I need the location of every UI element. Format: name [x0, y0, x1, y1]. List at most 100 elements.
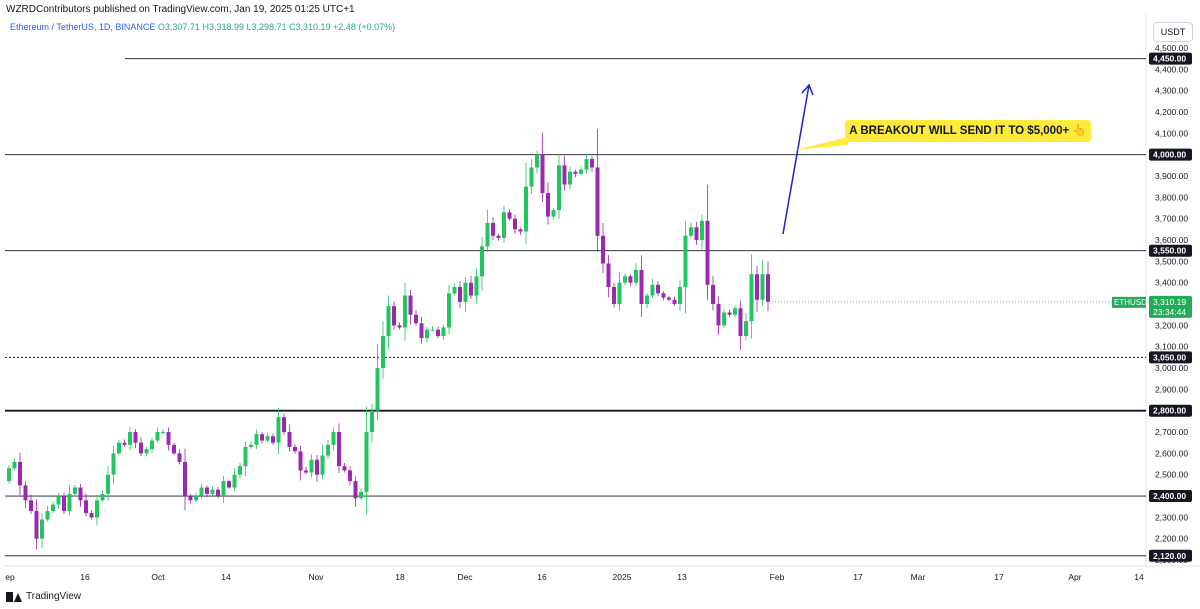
- candle-body: [568, 171, 572, 185]
- candle-body: [425, 329, 429, 339]
- candle-body: [188, 496, 193, 501]
- candle-body: [51, 504, 55, 511]
- candle-body: [606, 263, 611, 287]
- candle-body: [513, 218, 517, 230]
- chart-grid: [5, 14, 1200, 567]
- candle-body: [172, 444, 176, 454]
- candle-body: [634, 269, 638, 283]
- candle-body: [56, 496, 61, 505]
- x-tick-label: Mar: [911, 572, 926, 582]
- currency-button[interactable]: USDT: [1153, 22, 1193, 42]
- candle-body: [524, 186, 528, 232]
- x-tick-label: 18: [395, 572, 405, 582]
- callout-text: A BREAKOUT WILL SEND IT TO $5,000+: [849, 125, 1070, 137]
- y-tick-label: 2,200.00: [1155, 534, 1188, 544]
- level-price-label: 3,050.00: [1153, 352, 1186, 362]
- candle-body: [414, 314, 418, 324]
- candle-body: [232, 474, 237, 488]
- candle-body: [342, 466, 347, 471]
- tradingview-logo-icon: [6, 591, 22, 602]
- candle-body: [34, 510, 39, 539]
- level-price-label: 4,450.00: [1153, 54, 1186, 64]
- y-tick-label: 4,500.00: [1155, 43, 1188, 53]
- candle-body: [535, 154, 539, 168]
- candle-body: [359, 491, 363, 499]
- candle-body: [694, 227, 699, 241]
- candle-body: [111, 453, 116, 475]
- candle-body: [337, 432, 341, 467]
- price-axis[interactable]: 4,500.00 4,400.00 4,300.00 4,200.00 4,100.00…: [1112, 43, 1192, 565]
- y-tick-label: 4,200.00: [1155, 107, 1188, 117]
- candle-body: [700, 220, 704, 241]
- candle-body: [271, 436, 275, 443]
- candle-body: [749, 274, 754, 322]
- x-tick-label: ep: [5, 572, 15, 582]
- candle-body: [436, 329, 440, 337]
- candle-body: [595, 167, 600, 236]
- candle-body: [463, 282, 468, 302]
- x-tick-label: Dec: [457, 572, 473, 582]
- candle-body: [139, 442, 143, 454]
- arrow-shaft: [782, 84, 810, 235]
- y-tick-label: 2,500.00: [1155, 470, 1188, 480]
- candle-body: [260, 434, 264, 441]
- symbol-name: Ethereum / TetherUS, 1D, BINANCE: [10, 22, 156, 32]
- candle-body: [766, 274, 770, 302]
- level-price-tag: [1149, 490, 1192, 503]
- candle-body: [733, 308, 737, 315]
- candle-body: [518, 229, 523, 232]
- candle-body: [381, 336, 385, 369]
- candle-body: [590, 158, 594, 168]
- candle-body: [480, 246, 484, 277]
- candle-body: [293, 446, 297, 452]
- candle-body: [254, 434, 259, 445]
- candle-body: [419, 323, 424, 339]
- candle-body: [205, 487, 209, 494]
- candle-body: [216, 489, 220, 497]
- time-axis[interactable]: ep 16 Oct 14 Nov 18 Dec 16 2025 13 Feb 17 Mar 17 Apr 14: [5, 572, 1144, 582]
- candle-body: [551, 210, 556, 217]
- y-tick-label: 3,400.00: [1155, 278, 1188, 288]
- candle-body: [584, 158, 589, 170]
- x-tick-label: Feb: [770, 572, 785, 582]
- candle-body: [227, 481, 231, 488]
- candle-body: [573, 171, 578, 174]
- candle-body: [150, 440, 154, 450]
- candle-body: [194, 496, 198, 501]
- candle-body: [397, 325, 402, 328]
- last-price-tag: [1149, 295, 1192, 318]
- candle-body: [485, 222, 490, 247]
- candle-body: [716, 304, 721, 326]
- x-tick-label: 2025: [613, 572, 632, 582]
- candle-body: [738, 308, 743, 337]
- candle-body: [458, 286, 462, 302]
- candle-body: [40, 519, 44, 539]
- candle-body: [403, 295, 407, 328]
- level-price-tag: [1149, 52, 1192, 65]
- candle-body: [326, 444, 330, 456]
- candle-body: [639, 269, 644, 305]
- candle-body: [304, 470, 308, 473]
- candle-body: [73, 487, 77, 494]
- candle-body: [502, 212, 506, 238]
- candle-body: [661, 293, 666, 298]
- x-tick-label: 16: [537, 572, 547, 582]
- tradingview-logo: TradingView: [6, 591, 81, 602]
- x-tick-label: 14: [1134, 572, 1144, 582]
- y-tick-label: 3,700.00: [1155, 214, 1188, 224]
- x-tick-label: Oct: [151, 572, 165, 582]
- candle-body: [392, 306, 396, 326]
- candle-body: [210, 489, 215, 494]
- symbol-tag-label: ETHUSDT: [1114, 298, 1152, 307]
- candle-body: [331, 432, 336, 445]
- candle-body: [744, 321, 748, 337]
- candle-body: [474, 276, 479, 296]
- candle-body: [199, 487, 204, 497]
- candle-body: [683, 235, 688, 287]
- y-tick-label: 3,100.00: [1155, 342, 1188, 352]
- pointing-up-icon: 👆: [1072, 125, 1087, 137]
- callout-pointer: [795, 137, 848, 150]
- candle-body: [705, 220, 710, 285]
- candle-body: [7, 468, 11, 482]
